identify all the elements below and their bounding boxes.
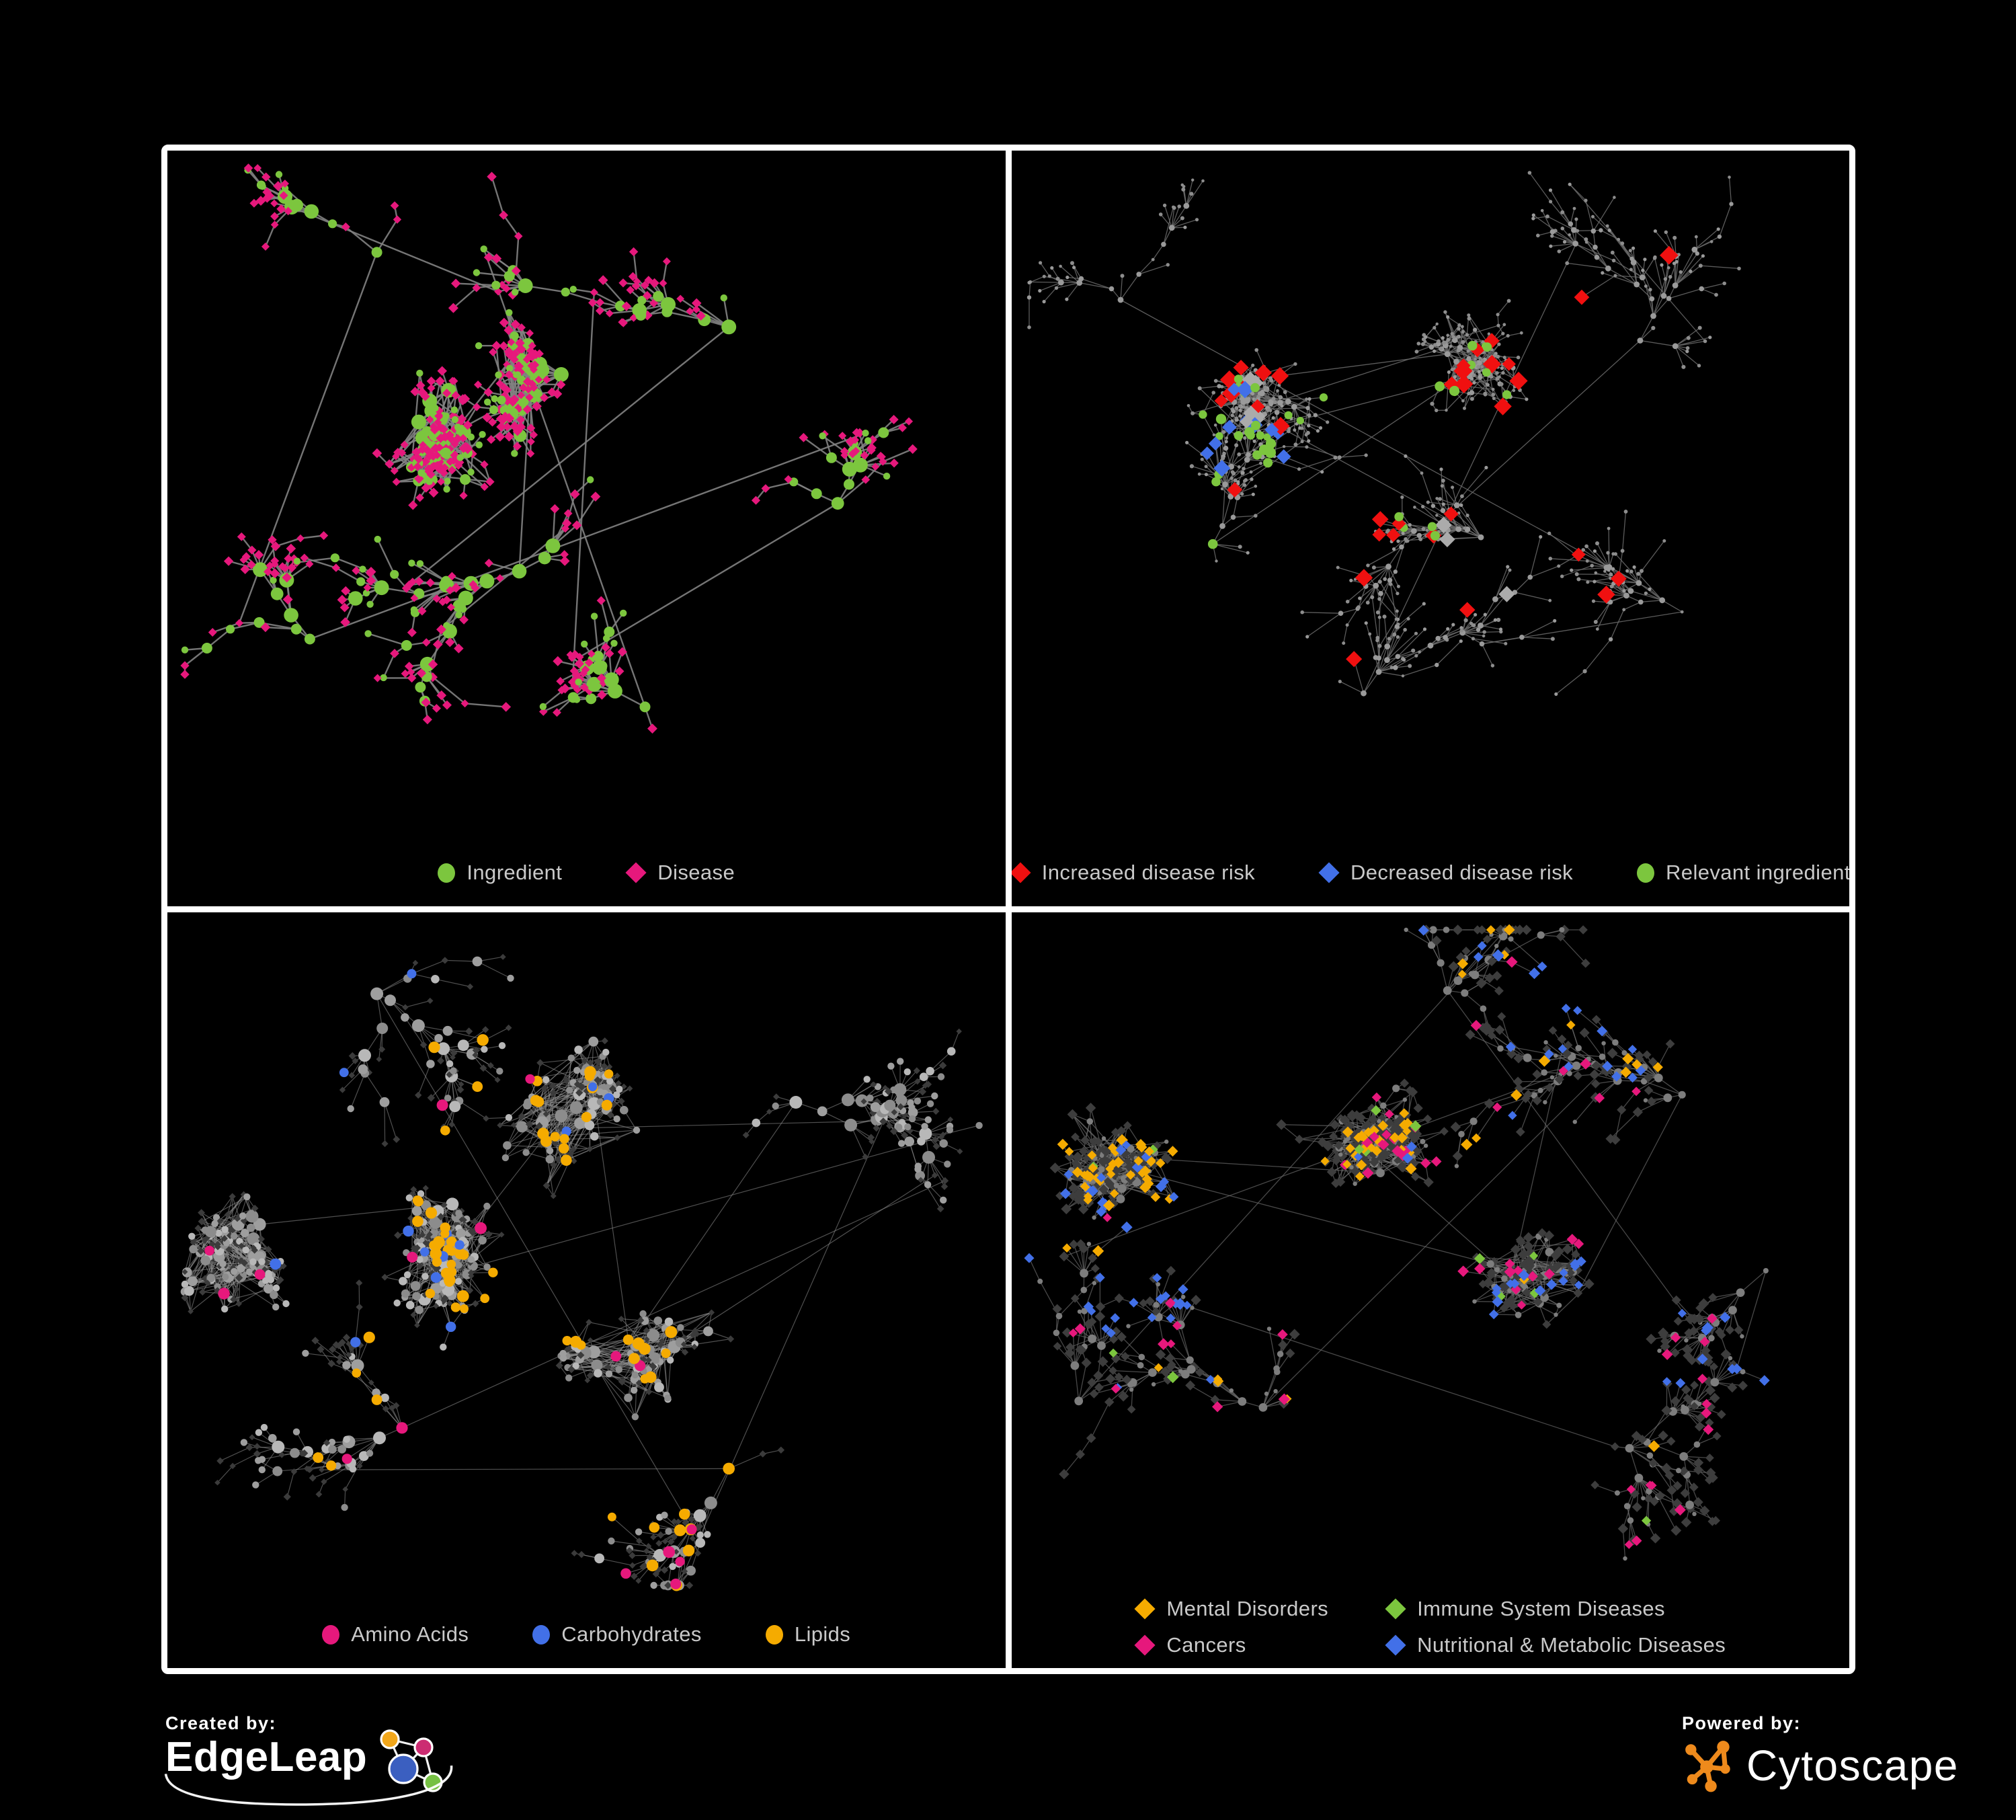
panel-disease-risk-network: Increased disease risk Decreased disease … bbox=[1011, 151, 1849, 906]
panel-ingredient-disease-network: Ingredient Disease bbox=[167, 151, 1006, 906]
legend-item: Mental Disorders bbox=[1134, 1597, 1329, 1621]
legend-label: Nutritional & Metabolic Diseases bbox=[1417, 1633, 1726, 1657]
legend-item: Amino Acids bbox=[322, 1622, 469, 1647]
diamond-swatch-icon bbox=[1134, 1634, 1156, 1656]
legend-label: Decreased disease risk bbox=[1350, 861, 1574, 884]
edgeleap-logo-icon bbox=[380, 1729, 443, 1792]
legend-item: Ingredient bbox=[438, 861, 562, 885]
circle-swatch-icon bbox=[532, 1624, 551, 1645]
circle-swatch-icon bbox=[322, 1624, 340, 1645]
panel-ingredient-classes-network: Amino Acids Carbohydrates Lipids bbox=[167, 912, 1006, 1668]
legend-ingredient-disease: Ingredient Disease bbox=[167, 861, 1006, 885]
diamond-swatch-icon bbox=[1318, 862, 1340, 883]
legend-ingredient-classes: Amino Acids Carbohydrates Lipids bbox=[167, 1622, 1006, 1647]
diamond-swatch-icon bbox=[1385, 1598, 1406, 1620]
disease-classes-network-graph bbox=[1024, 924, 1770, 1561]
diamond-swatch-icon bbox=[1011, 862, 1031, 883]
diamond-swatch-icon bbox=[1385, 1634, 1406, 1656]
legend-item: Nutritional & Metabolic Diseases bbox=[1385, 1633, 1726, 1657]
legend-item: Cancers bbox=[1134, 1633, 1328, 1657]
created-by-brand: Created by: EdgeLeap bbox=[164, 1713, 515, 1806]
legend-label: Cancers bbox=[1166, 1633, 1246, 1657]
diamond-swatch-icon bbox=[1134, 1598, 1156, 1620]
circle-swatch-icon bbox=[765, 1624, 783, 1645]
panel-grid: Ingredient Disease Increased disease risk… bbox=[161, 145, 1855, 1674]
ingredient-classes-network-graph bbox=[180, 953, 983, 1591]
ingredient-disease-network-graph bbox=[180, 163, 918, 734]
legend-label: Mental Disorders bbox=[1166, 1597, 1329, 1620]
created-by-label: Created by: bbox=[165, 1713, 277, 1733]
legend-label: Relevant ingredient bbox=[1666, 861, 1849, 884]
legend-label: Increased disease risk bbox=[1041, 861, 1255, 884]
legend-item: Lipids bbox=[765, 1622, 851, 1647]
legend-label: Lipids bbox=[794, 1622, 851, 1646]
disease-risk-network-graph bbox=[1026, 171, 1741, 697]
cytoscape-logo-icon bbox=[1685, 1741, 1730, 1792]
diamond-swatch-icon bbox=[625, 862, 647, 883]
legend-item: Disease bbox=[625, 861, 735, 885]
cytoscape-wordmark: Cytoscape bbox=[1746, 1741, 1959, 1790]
edgeleap-swoosh-icon bbox=[164, 1765, 453, 1806]
legend-disease-classes: Mental Disorders Immune System Diseases Ca… bbox=[1012, 1597, 1850, 1657]
legend-label: Disease bbox=[657, 861, 735, 884]
legend-label: Amino Acids bbox=[351, 1622, 469, 1646]
circle-swatch-icon bbox=[438, 863, 456, 883]
legend-item: Decreased disease risk bbox=[1318, 861, 1574, 885]
circle-swatch-icon bbox=[1637, 863, 1655, 883]
legend-item: Increased disease risk bbox=[1011, 861, 1256, 885]
legend-label: Immune System Diseases bbox=[1417, 1597, 1665, 1620]
legend-item: Carbohydrates bbox=[532, 1622, 702, 1647]
legend-item: Immune System Diseases bbox=[1385, 1597, 1726, 1621]
edgeleap-wordmark: EdgeLeap bbox=[165, 1734, 368, 1780]
panel-disease-classes-network: Mental Disorders Immune System Diseases Ca… bbox=[1011, 912, 1850, 1668]
legend-disease-risk: Increased disease risk Decreased disease … bbox=[1011, 861, 1849, 885]
legend-label: Ingredient bbox=[467, 861, 563, 884]
legend-item: Relevant ingredient bbox=[1637, 861, 1849, 885]
powered-by-brand: Powered by: Cytoscape bbox=[1682, 1713, 1964, 1794]
powered-by-label: Powered by: bbox=[1682, 1713, 1802, 1733]
legend-label: Carbohydrates bbox=[561, 1622, 702, 1646]
